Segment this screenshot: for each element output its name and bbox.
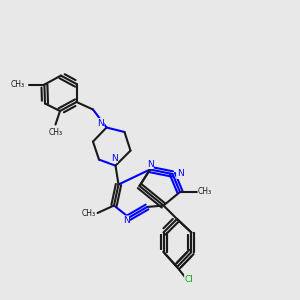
Text: N: N: [111, 154, 117, 163]
Text: Cl: Cl: [184, 274, 194, 284]
Text: N: N: [177, 169, 183, 178]
Text: N: N: [147, 160, 153, 169]
Text: CH₃: CH₃: [82, 208, 96, 217]
Text: N: N: [123, 216, 129, 225]
Text: CH₃: CH₃: [48, 128, 63, 136]
Text: N: N: [97, 118, 104, 127]
Text: CH₃: CH₃: [11, 80, 25, 89]
Text: CH₃: CH₃: [198, 188, 212, 196]
